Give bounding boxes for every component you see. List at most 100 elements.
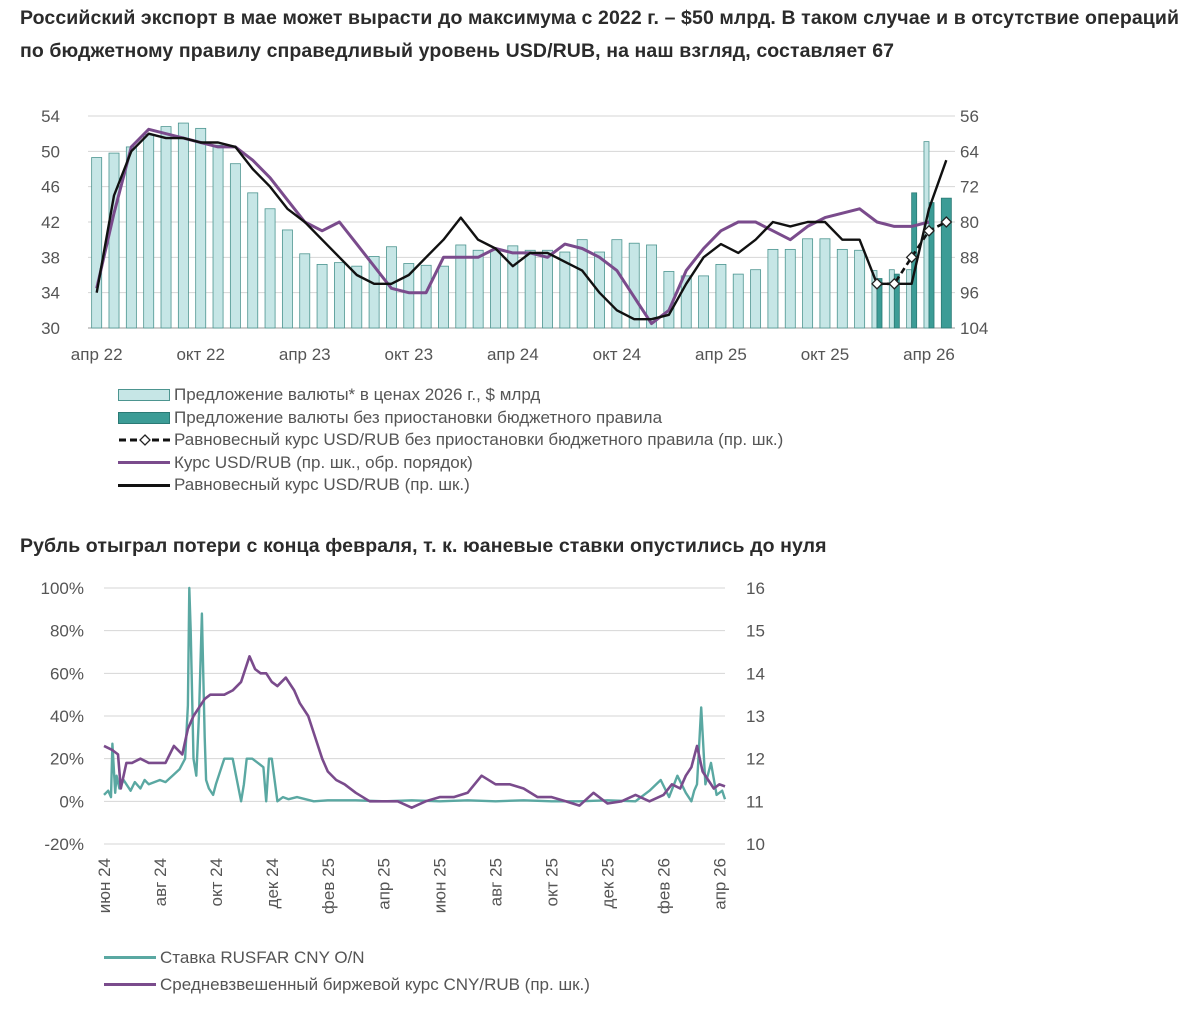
x-tick-label: апр 22 (71, 345, 123, 364)
marker-equilibrium-no-suspension (923, 224, 935, 237)
bar-supply (888, 269, 895, 329)
marker-equilibrium-no-suspension (888, 277, 901, 290)
bar-supply (594, 251, 605, 329)
x-tick-label: июн 25 (431, 858, 450, 913)
legend-item-rusfar: Ставка RUSFAR CNY O/N (104, 944, 590, 971)
x-tick-label: фев 25 (319, 858, 338, 914)
bar-supply (455, 244, 467, 329)
bar-supply (611, 239, 623, 329)
bar-supply (229, 163, 241, 329)
chart2-legend: Ставка RUSFAR CNY O/N Средневзвешенный б… (104, 944, 590, 998)
chart1-title: Российский экспорт в мае может вырасти д… (20, 7, 1180, 62)
bar-supply (351, 265, 363, 329)
bar-supply-no-suspension (893, 273, 900, 329)
legend-swatch-rusfar (104, 956, 156, 959)
bar-supply (732, 273, 744, 329)
bar-supply (507, 245, 519, 329)
line-cnyrub (103, 655, 726, 809)
bar-supply (542, 249, 553, 329)
y-left-tick-label: -20% (44, 835, 84, 854)
bar-supply (576, 239, 588, 329)
x-tick-label: окт 24 (593, 345, 642, 364)
bar-supply (836, 248, 848, 329)
y-left-tick-label: 34 (41, 284, 60, 303)
bar-supply (628, 242, 640, 329)
x-tick-label: фев 26 (654, 858, 673, 914)
chart1-plot: 54 50 46 42 38 34 30 56 64 72 80 88 96 104 апр 22 окт 2… (41, 107, 988, 364)
y-left-tick-label: 20% (50, 750, 84, 769)
bar-supply-no-suspension (940, 197, 952, 329)
chart1-legend: Предложение валюты* в ценах 2026 г., $ м… (118, 384, 783, 497)
y-left-tick-label: 50 (41, 142, 60, 161)
legend-swatch-equilibrium (118, 483, 170, 487)
x-tick-label: окт 24 (207, 858, 226, 907)
bar-supply (438, 265, 449, 329)
y-right-tick-label: 88 (960, 248, 979, 267)
x-tick-label: апр 25 (695, 345, 747, 364)
y-right-tick-label: 13 (746, 707, 765, 726)
bar-supply (784, 248, 796, 329)
chart2-plot: 100% 80% 60% 40% 20% 0% -20% 16 15 14 13 12 11 10 июн … (41, 579, 765, 914)
bar-supply (108, 152, 120, 329)
y-right-tick-label: 104 (960, 319, 988, 338)
x-tick-label: окт 25 (801, 345, 850, 364)
bar-supply (802, 238, 814, 329)
bar-supply (281, 229, 293, 329)
bar-supply (177, 122, 189, 329)
y-right-tick-label: 14 (746, 664, 765, 683)
legend-label-rusfar: Ставка RUSFAR CNY O/N (160, 948, 365, 967)
bar-supply (490, 249, 501, 329)
legend-swatch-supply-no-suspension (118, 411, 170, 424)
y-left-tick-label: 46 (41, 178, 60, 197)
y-right-tick-label: 56 (960, 107, 979, 126)
y-right-tick-label: 80 (960, 213, 979, 232)
x-tick-label: дек 25 (599, 858, 618, 908)
bar-supply (143, 134, 155, 329)
y-right-tick-label: 72 (960, 178, 979, 197)
x-tick-label: июн 24 (95, 858, 114, 913)
x-tick-label: окт 22 (176, 345, 225, 364)
x-tick-label: апр 26 (903, 345, 955, 364)
bar-supply (299, 253, 311, 329)
line-rusfar-cny (103, 586, 727, 803)
bar-supply (646, 244, 657, 329)
bar-supply (715, 263, 727, 329)
bar-supply (524, 249, 536, 329)
bar-supply (195, 127, 207, 329)
marker-equilibrium-no-suspension (905, 251, 918, 264)
bar-supply (160, 126, 172, 329)
bar-supply-no-suspension (876, 278, 883, 329)
legend-item-usdrub: Курс USD/RUB (пр. шк., обр. порядок) (118, 452, 783, 475)
bar-supply (91, 157, 103, 329)
legend-label-supply: Предложение валюты* в ценах 2026 г., $ м… (174, 385, 541, 404)
y-right-tick-label: 64 (960, 142, 979, 161)
bar-supply (264, 208, 276, 329)
x-tick-label: авг 24 (151, 858, 170, 906)
y-left-tick-label: 38 (41, 248, 60, 267)
legend-swatch-equilibrium-no-suspension (119, 434, 171, 446)
bar-supply (368, 256, 380, 329)
legend-label-equilibrium: Равновесный курс USD/RUB (пр. шк.) (174, 475, 470, 494)
bar-supply (906, 269, 913, 329)
y-right-tick-label: 11 (746, 792, 764, 811)
x-tick-label: апр 26 (710, 858, 729, 910)
bar-supply (334, 262, 345, 329)
legend-swatch-usdrub (118, 461, 170, 464)
legend-item-equilibrium-no-suspension: Равновесный курс USD/RUB без приостановк… (118, 429, 783, 452)
legend-item-supply-no-suspension: Предложение валюты без приостановки бюдж… (118, 407, 783, 430)
legend-item-supply: Предложение валюты* в ценах 2026 г., $ м… (118, 384, 783, 407)
legend-swatch-supply (118, 389, 170, 401)
legend-swatch-cnyrub (104, 983, 156, 986)
legend-label-usdrub: Курс USD/RUB (пр. шк., обр. порядок) (174, 452, 473, 472)
x-tick-label: апр 23 (279, 345, 331, 364)
bar-supply (819, 238, 831, 329)
bar-supply (698, 275, 709, 329)
legend-item-equilibrium: Равновесный курс USD/RUB (пр. шк.) (118, 474, 783, 497)
x-tick-label: окт 23 (385, 345, 434, 364)
x-tick-label: апр 25 (375, 858, 394, 910)
bar-supply (247, 192, 259, 329)
x-tick-label: дек 24 (263, 858, 282, 908)
legend-label-equilibrium-no-suspension: Равновесный курс USD/RUB без приостановк… (174, 430, 784, 449)
legend-label-supply-no-suspension: Предложение валюты без приостановки бюдж… (174, 407, 663, 427)
bar-supply (316, 263, 328, 329)
